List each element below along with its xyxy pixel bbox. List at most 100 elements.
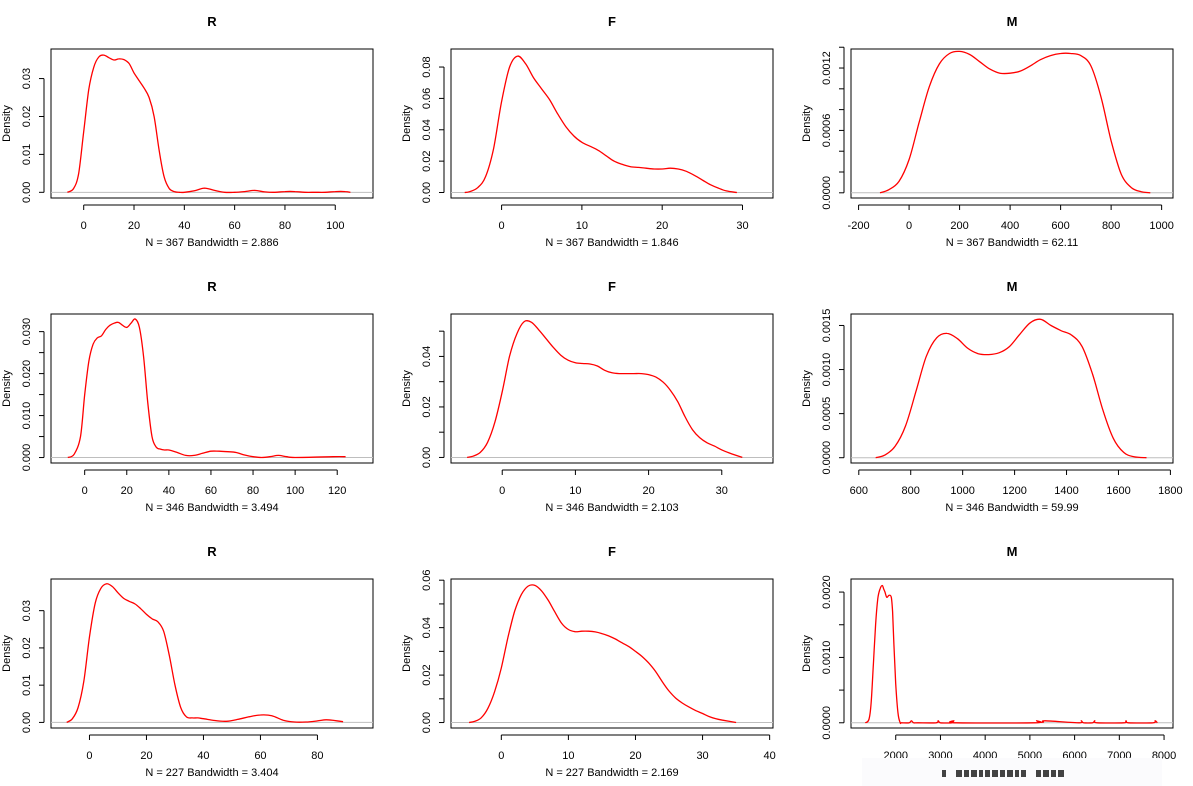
x-tick-label: 600 [1051,220,1069,232]
y-tick-label: 0.06 [421,88,433,109]
density-curve [879,50,1151,194]
x-tick-label: 0 [82,485,88,497]
x-axis-label: N = 367 Bandwidth = 2.886 [145,237,278,249]
y-tick-label: 0.04 [421,119,433,140]
y-tick-label: 0.0020 [821,575,833,609]
y-tick-label: 0.000 [21,444,33,472]
plot-frame [850,48,1174,199]
x-tick-label: 1000 [1149,220,1173,232]
x-tick-label: 30 [716,485,728,497]
y-tick-label: 0.0005 [821,397,833,431]
x-tick-label: 200 [950,220,968,232]
y-tick-label: 0.02 [421,396,433,417]
obscured-glyph [1021,770,1026,777]
y-axis-label: Density [401,370,413,407]
density-panel-4: R 0 20 40 60 80 100 120 0.000 0.010 0.020 0.030 Dens… [1,279,374,514]
plot-frame [450,313,774,464]
y-tick-label: 0.00 [421,182,433,203]
y-tick-label: 0.00 [21,182,33,203]
plot-frame [850,313,1174,464]
y-tick-label: 0.0010 [821,641,833,675]
y-tick-label: 0.00 [421,712,433,733]
x-tick-label: 100 [326,220,344,232]
x-tick-label: 0 [499,220,505,232]
y-tick-label: 0.0000 [821,176,833,210]
y-axis-label: Density [401,635,413,672]
x-axis-label: N = 346 Bandwidth = 59.99 [945,502,1078,514]
y-axis-label: Density [801,370,813,407]
panel-title: F [608,544,616,559]
x-tick-label: 40 [764,750,776,762]
plot-frame [850,578,1174,729]
plot-frame [50,48,374,199]
obscured-glyph [985,770,990,777]
y-axis-label: Density [1,105,13,142]
x-tick-label: 1000 [950,485,974,497]
x-tick-label: 20 [656,220,668,232]
y-axis-label: Density [401,105,413,142]
y-axis-label: Density [1,370,13,407]
obscured-glyph [964,770,969,777]
density-panel-3: M -200 0 200 400 600 800 1000 0.0000 0.0006 0.0012… [801,14,1174,249]
density-curve [67,54,351,194]
x-tick-label: 40 [197,750,209,762]
x-tick-label: 60 [205,485,217,497]
x-tick-label: 10 [569,485,581,497]
x-tick-label: 120 [328,485,346,497]
obscured-glyph [1007,770,1013,777]
x-tick-label: 1800 [1158,485,1182,497]
x-tick-label: 100 [286,485,304,497]
x-tick-label: -200 [848,220,870,232]
panel-title: F [608,279,616,294]
obscured-glyph [1058,770,1064,777]
x-tick-label: 10 [576,220,588,232]
x-tick-label: 20 [140,750,152,762]
density-curve [875,318,1147,459]
y-tick-label: 0.02 [21,106,33,127]
x-tick-label: 0 [906,220,912,232]
x-axis-label: N = 367 Bandwidth = 62.11 [946,237,1079,249]
y-tick-label: 0.010 [21,402,33,430]
panel-title: M [1007,544,1018,559]
y-axis-label: Density [1,635,13,672]
density-panel-5: F 0 10 20 30 0.00 0.02 0.04 Density N = 346 Bandw… [401,279,774,514]
x-tick-label: 800 [1102,220,1120,232]
x-tick-label: 1400 [1054,485,1078,497]
x-tick-label: 800 [902,485,920,497]
x-tick-label: 60 [229,220,241,232]
x-axis-label: N = 367 Bandwidth = 1.846 [545,237,678,249]
obscured-glyph [956,770,962,777]
obscured-glyph [1036,770,1041,777]
y-tick-label: 0.030 [21,318,33,346]
x-tick-label: 0 [498,750,504,762]
x-tick-label: 40 [163,485,175,497]
plot-frame [450,578,774,729]
obscured-glyph [971,770,977,777]
y-tick-label: 0.08 [421,56,433,77]
y-axis-label: Density [801,105,813,142]
y-tick-label: 0.00 [21,712,33,733]
panel-title: M [1007,14,1018,29]
y-tick-label: 0.02 [421,150,433,171]
panel-title: R [207,544,217,559]
x-tick-label: 1600 [1106,485,1130,497]
x-tick-label: 10 [562,750,574,762]
density-panel-2: F 0 10 20 30 0.00 0.02 0.04 0.06 0.08 Density N = 3… [401,14,774,249]
y-tick-label: 0.03 [21,68,33,89]
plot-frame [50,313,374,464]
x-tick-label: 0 [86,750,92,762]
y-tick-label: 0.020 [21,360,33,388]
y-tick-label: 0.0006 [821,114,833,148]
x-axis-label: N = 227 Bandwidth = 2.169 [545,767,678,779]
x-tick-label: 20 [629,750,641,762]
panel-title: M [1007,279,1018,294]
y-tick-label: 0.04 [421,346,433,367]
density-curve [67,318,346,459]
obscured-x-axis-label [862,758,1162,786]
plot-frame [50,578,374,729]
x-tick-label: 80 [247,485,259,497]
x-tick-label: 400 [1001,220,1019,232]
y-tick-label: 0.01 [21,674,33,695]
